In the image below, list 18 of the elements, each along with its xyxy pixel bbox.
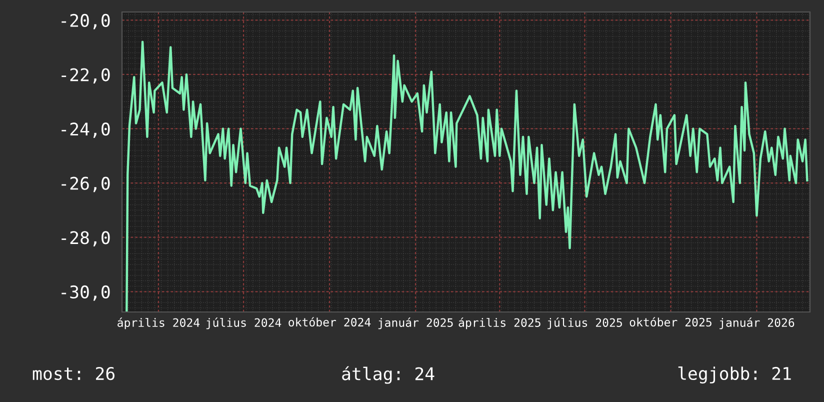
- y-tick-label: -22,0: [62, 68, 110, 84]
- text: most: 26: [32, 366, 114, 380]
- x-tick-label: április 2024: [118, 318, 200, 330]
- y-tick-label: -26,0: [62, 176, 110, 192]
- text: átlag: 24: [342, 366, 434, 384]
- text: legjobb: 21: [678, 366, 791, 384]
- x-tick-label: április 2025: [458, 318, 540, 330]
- x-tick-label: október 2024: [288, 317, 371, 327]
- x-tick-label: január 2025: [378, 318, 453, 330]
- y-tick-label: -30,0: [62, 285, 110, 301]
- y-tick-label: -20,0: [62, 14, 110, 30]
- y-tick-label: -28,0: [62, 231, 110, 246]
- x-tick-label: október 2025: [630, 317, 712, 327]
- line-series: [126, 40, 808, 312]
- x-tick-label: július 2025: [548, 318, 622, 330]
- x-tick-label: január 2026: [720, 318, 794, 330]
- y-tick-label: -24,0: [62, 122, 110, 138]
- x-tick-label: július 2024: [206, 318, 282, 330]
